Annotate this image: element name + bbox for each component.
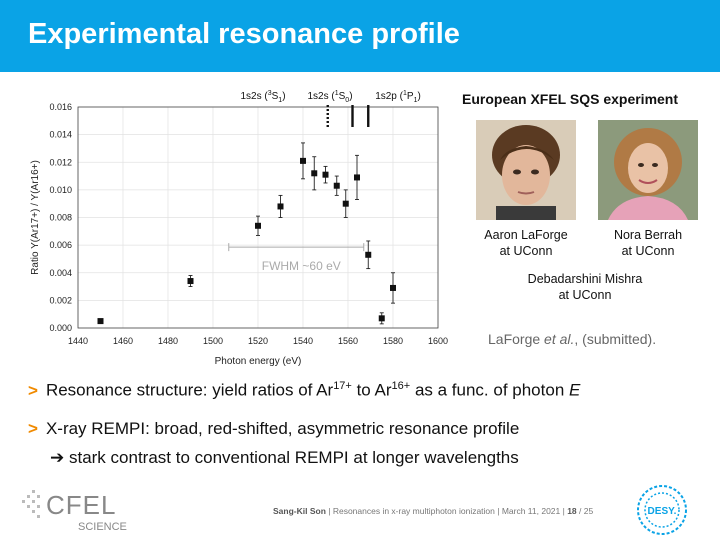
person-name: Nora Berrah [613, 228, 683, 242]
photo-nora-berrah [598, 120, 698, 220]
x-tick-label: 1520 [248, 336, 268, 346]
x-tick-label: 1480 [158, 336, 178, 346]
y-axis-label: Ratio Y(Ar17+) / Y(Ar16+) [30, 160, 41, 275]
x-tick-label: 1540 [293, 336, 313, 346]
y-tick-label: 0.000 [49, 323, 72, 333]
photo-aaron-laforge [476, 120, 576, 220]
point-marker [277, 203, 284, 210]
x-tick-label: 1440 [68, 336, 88, 346]
point-marker [255, 222, 261, 229]
data-point [277, 194, 284, 218]
x-axis-label: Photon energy (eV) [215, 356, 302, 367]
y-tick-label: 0.014 [49, 130, 72, 140]
point-marker [322, 171, 329, 178]
sub-bullet: ➔ stark contrast to conventional REMPI a… [50, 448, 519, 467]
slide-title: Experimental resonance profile [28, 18, 460, 50]
bullet-rempi: > X-ray REMPI: broad, red-shifted, asymme… [28, 419, 520, 438]
person-affiliation: at UConn [558, 288, 612, 302]
plot-frame [77, 106, 439, 329]
point-marker [390, 284, 396, 291]
y-tick-label: 0.008 [49, 213, 72, 223]
cfel-logo: CFEL SCIENCE [22, 490, 127, 533]
data-point [187, 275, 194, 288]
slide-header: Experimental resonance profile [0, 0, 720, 72]
point-marker [354, 174, 360, 181]
data-point [333, 175, 340, 196]
point-marker [333, 182, 340, 189]
data-point [354, 154, 360, 200]
y-tick-label: 0.006 [49, 240, 72, 250]
y-tick-label: 0.010 [49, 185, 72, 195]
citation: LaForge et al., (submitted). [488, 331, 657, 347]
x-tick-label: 1500 [203, 336, 223, 346]
transition-label: 1s2s (3S1) [240, 90, 285, 104]
svg-text:CFEL: CFEL [46, 490, 116, 520]
y-tick-label: 0.012 [49, 157, 72, 167]
data-point [378, 312, 385, 325]
y-tick-label: 0.002 [49, 295, 72, 305]
person-aaron: Aaron LaForge at UConn [476, 227, 576, 259]
transition-label: 1s2s (1S0) [307, 90, 352, 104]
data-point [322, 165, 329, 184]
data-point [342, 189, 349, 218]
data-point [255, 215, 261, 236]
data-point [365, 240, 372, 270]
person-debadarshini: Debadarshini Mishra at UConn [520, 271, 650, 303]
point-marker [311, 170, 318, 177]
svg-text:SCIENCE: SCIENCE [78, 521, 127, 533]
person-nora: Nora Berrah at UConn [598, 227, 698, 259]
person-affiliation: at UConn [621, 244, 675, 258]
y-tick-label: 0.004 [49, 268, 72, 278]
footer-text: Sang-Kil Son | Resonances in x-ray multi… [273, 506, 594, 516]
bullet-resonance: > Resonance structure: yield ratios of Ar… [28, 380, 581, 400]
transition-label: 1s2p (1P1) [375, 90, 421, 104]
point-marker [97, 318, 104, 325]
x-tick-label: 1560 [338, 336, 358, 346]
data-point [390, 272, 396, 304]
point-marker [378, 315, 385, 322]
point-marker [300, 157, 306, 164]
x-tick-label: 1460 [113, 336, 133, 346]
fwhm-label: FWHM ~60 eV [262, 259, 341, 273]
data-point [97, 318, 104, 325]
point-marker [342, 200, 349, 207]
svg-text:DESY.: DESY. [648, 506, 677, 517]
point-marker [365, 251, 372, 258]
data-point [300, 142, 306, 180]
x-tick-label: 1580 [383, 336, 403, 346]
y-tick-label: 0.016 [49, 102, 72, 112]
resonance-chart: 0.000 0.002 0.004 0.006 0.008 0.010 0.012 0.014… [30, 90, 448, 367]
desy-logo: DESY. [637, 485, 687, 535]
person-affiliation: at UConn [499, 244, 553, 258]
person-name: Debadarshini Mishra [527, 272, 643, 286]
data-point [311, 156, 318, 191]
point-marker [187, 278, 194, 285]
x-tick-label: 1600 [428, 336, 448, 346]
person-name: Aaron LaForge [484, 228, 568, 242]
experiment-heading: European XFEL SQS experiment [462, 91, 679, 107]
